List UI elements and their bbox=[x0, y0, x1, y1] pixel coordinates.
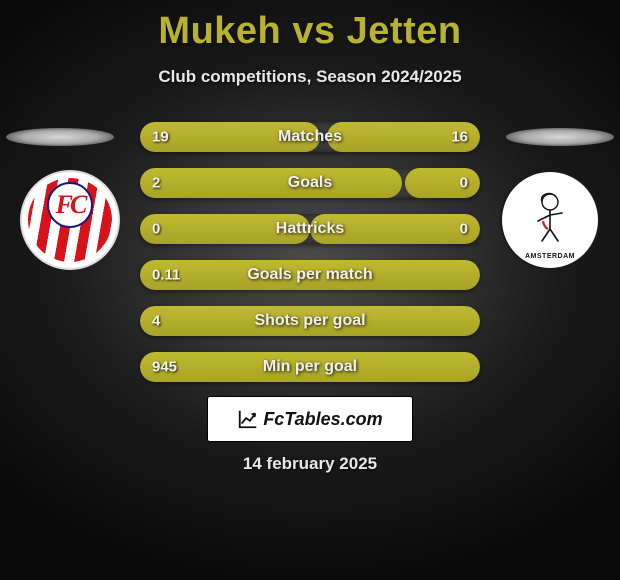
stat-label: Goals per match bbox=[247, 266, 372, 284]
ajax-icon bbox=[528, 191, 572, 243]
stat-row: 19 16 Matches bbox=[140, 122, 480, 152]
stats-chart: 19 16 Matches 2 0 Goals 0 0 Hattricks 0.11 Goals p… bbox=[140, 122, 480, 398]
badge-right-arc: AMSTERDAM bbox=[525, 253, 575, 260]
stat-label: Hattricks bbox=[276, 220, 344, 238]
date-text: 14 february 2025 bbox=[243, 454, 377, 474]
stat-row: 2 0 Goals bbox=[140, 168, 480, 198]
badge-shadow-right bbox=[506, 128, 614, 146]
team-badge-right: AMSTERDAM bbox=[500, 170, 600, 270]
source-text: FcTables.com bbox=[263, 409, 382, 430]
badge-shadow-left bbox=[6, 128, 114, 146]
stat-label: Min per goal bbox=[263, 358, 357, 376]
page-title: Mukeh vs Jetten bbox=[0, 0, 620, 53]
stat-value-left: 0.11 bbox=[152, 267, 180, 284]
stat-value-right: 0 bbox=[460, 221, 468, 238]
stat-label: Shots per goal bbox=[254, 312, 365, 330]
stat-value-left: 0 bbox=[152, 221, 160, 238]
stat-value-right: 0 bbox=[460, 175, 468, 192]
stat-value-left: 19 bbox=[152, 129, 169, 146]
stat-value-left: 945 bbox=[152, 359, 177, 376]
infographic: Mukeh vs Jetten Club competitions, Seaso… bbox=[0, 0, 620, 580]
stat-value-left: 4 bbox=[152, 313, 160, 330]
stat-label: Matches bbox=[278, 128, 342, 146]
stat-label: Goals bbox=[288, 174, 332, 192]
subtitle: Club competitions, Season 2024/2025 bbox=[0, 67, 620, 87]
stat-row: 945 Min per goal bbox=[140, 352, 480, 382]
source-attribution: FcTables.com bbox=[207, 396, 413, 442]
bar-fill-right bbox=[405, 168, 480, 198]
bar-fill-left bbox=[140, 168, 402, 198]
stat-value-right: 16 bbox=[451, 129, 468, 146]
stat-row: 0.11 Goals per match bbox=[140, 260, 480, 290]
badge-left-text: FC bbox=[47, 182, 93, 228]
stat-row: 0 0 Hattricks bbox=[140, 214, 480, 244]
stat-value-left: 2 bbox=[152, 175, 160, 192]
stat-row: 4 Shots per goal bbox=[140, 306, 480, 336]
team-badge-left: FC bbox=[20, 170, 120, 270]
chart-icon bbox=[237, 408, 259, 430]
